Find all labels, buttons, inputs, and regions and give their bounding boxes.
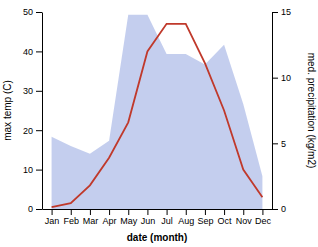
axis-line xyxy=(272,13,273,210)
tick-mark xyxy=(52,209,53,215)
tick: Aug xyxy=(178,209,194,226)
tick-mark xyxy=(272,12,278,13)
tick: 40 xyxy=(23,47,42,57)
tick: Oct xyxy=(218,209,233,226)
tick-mark xyxy=(36,170,42,171)
tick-mark xyxy=(147,209,148,215)
axis-line xyxy=(43,209,273,210)
tick-mark xyxy=(90,209,91,215)
tick-mark xyxy=(167,209,168,215)
plot: JanFeb Mar AprMayJun Jul AugSep OctNovDec 0 10 2… xyxy=(23,7,291,226)
tick: Apr xyxy=(103,209,117,226)
tick-label: Jun xyxy=(141,216,156,226)
tick: Nov xyxy=(236,209,253,226)
tick: 10 xyxy=(23,165,42,175)
tick-label: Dec xyxy=(255,216,272,226)
tick-label: Mar xyxy=(83,216,99,226)
tick-label: May xyxy=(120,216,138,226)
tick-mark xyxy=(36,12,42,13)
tick: 5 xyxy=(272,139,286,149)
y-axis: 0 10 20 30 40 50 xyxy=(23,7,43,214)
tick-label: Sep xyxy=(197,216,213,226)
line xyxy=(52,24,263,207)
tick: Dec xyxy=(255,209,272,226)
tick-label: Aug xyxy=(178,216,194,226)
tick: 15 xyxy=(272,7,291,17)
tick-mark xyxy=(71,209,72,215)
y-axis-title: max temp (C) xyxy=(2,80,13,141)
tick-mark xyxy=(36,51,42,52)
tick-mark xyxy=(128,209,129,215)
tick-mark xyxy=(109,209,110,215)
tick-label: 10 xyxy=(281,73,291,83)
tick-mark xyxy=(272,143,278,144)
tick-label: 15 xyxy=(281,7,291,17)
tick-mark xyxy=(262,209,263,215)
marks xyxy=(52,15,263,209)
tick-label: Feb xyxy=(63,216,79,226)
tick: Jan xyxy=(45,209,60,226)
tick-label: Jul xyxy=(161,216,173,226)
tick-mark xyxy=(243,209,244,215)
chart: JanFeb Mar AprMayJun Jul AugSep OctNovDec 0 10 2… xyxy=(0,0,318,247)
tick-label: 0 xyxy=(28,204,33,214)
tick: 20 xyxy=(23,126,42,136)
tick: Feb xyxy=(63,209,79,226)
tick: Jul xyxy=(161,209,173,226)
tick-label: Nov xyxy=(236,216,253,226)
x-axis: JanFeb Mar AprMayJun Jul AugSep OctNovDec xyxy=(43,209,273,226)
tick-label: Oct xyxy=(218,216,233,226)
x-axis-title: date (month) xyxy=(127,232,188,243)
tick-mark xyxy=(272,209,278,210)
tick-label: 5 xyxy=(281,139,286,149)
tick-label: 20 xyxy=(23,126,33,136)
axis-line xyxy=(42,13,43,210)
y2-axis: 0 5 10 15 xyxy=(272,7,291,214)
tick: Sep xyxy=(197,209,213,226)
tick-label: 40 xyxy=(23,47,33,57)
tick-mark xyxy=(36,130,42,131)
tick: 10 xyxy=(272,73,291,83)
tick-label: 0 xyxy=(281,204,286,214)
tick-mark xyxy=(224,209,225,215)
tick: 0 xyxy=(28,204,42,214)
tick-mark xyxy=(205,209,206,215)
tick-mark xyxy=(186,209,187,215)
tick-label: 50 xyxy=(23,7,33,17)
tick: 0 xyxy=(272,204,286,214)
y2-axis-title: med. precipitation (kg/m2) xyxy=(306,53,317,169)
tick: Mar xyxy=(83,209,99,226)
tick-mark xyxy=(36,91,42,92)
tick-label: 10 xyxy=(23,165,33,175)
tick: May xyxy=(120,209,138,226)
tick-label: 30 xyxy=(23,86,33,96)
tick-mark xyxy=(272,78,278,79)
tick-mark xyxy=(36,209,42,210)
area xyxy=(52,15,263,209)
tick-label: Jan xyxy=(45,216,60,226)
tick: Jun xyxy=(141,209,156,226)
tick: 50 xyxy=(23,7,42,17)
tick: 30 xyxy=(23,86,42,96)
tick-label: Apr xyxy=(103,216,117,226)
